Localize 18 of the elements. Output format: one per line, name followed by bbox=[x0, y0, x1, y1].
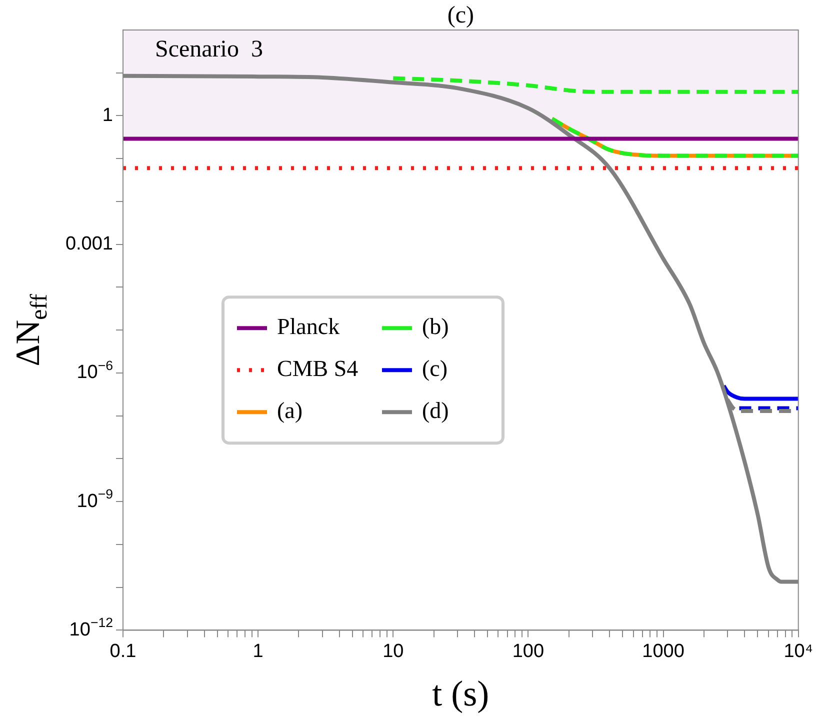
legend-label: (d) bbox=[422, 398, 449, 424]
chart-title: (c) bbox=[447, 2, 474, 28]
annotation: Scenario 3 bbox=[155, 36, 263, 62]
y-tick-label: 0.001 bbox=[65, 234, 113, 255]
legend-label: (a) bbox=[277, 398, 303, 424]
x-tick-label: 1000 bbox=[642, 640, 684, 662]
y-axis-title: ΔNeff bbox=[10, 294, 52, 366]
legend-label: Planck bbox=[277, 314, 340, 340]
x-tick-label: 100 bbox=[512, 640, 544, 662]
x-tick-label: 10 bbox=[382, 640, 404, 662]
y-tick-label: 1 bbox=[102, 104, 114, 126]
x-tick-label: 0.1 bbox=[110, 640, 136, 662]
legend-label: CMB S4 bbox=[277, 356, 359, 382]
x-tick-label: 10⁴ bbox=[784, 640, 814, 662]
legend-label: (c) bbox=[422, 356, 448, 382]
legend-label: (b) bbox=[422, 314, 449, 340]
x-axis-title: t (s) bbox=[432, 673, 490, 714]
x-tick-label: 1 bbox=[252, 640, 264, 662]
